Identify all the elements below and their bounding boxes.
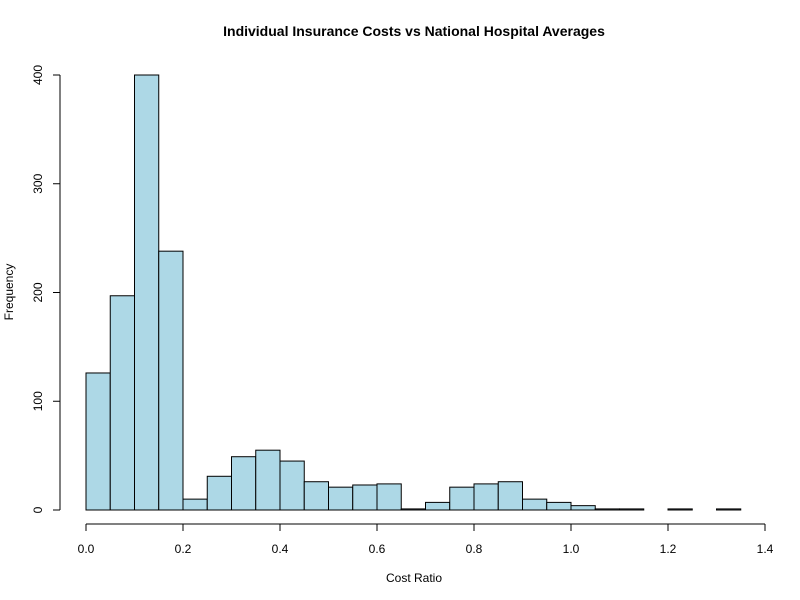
x-tick-label: 0.4 <box>272 542 289 556</box>
histogram-bar <box>255 449 281 511</box>
histogram-bar <box>449 486 475 511</box>
histogram-bar <box>425 501 451 511</box>
x-tick-label: 0.6 <box>369 542 386 556</box>
histogram-bar <box>182 498 208 511</box>
y-tick-label: 400 <box>31 65 45 85</box>
histogram-bar <box>667 508 693 511</box>
x-tick-label: 0.8 <box>466 542 483 556</box>
x-axis-label: Cost Ratio <box>386 571 442 585</box>
y-tick-label: 100 <box>31 391 45 411</box>
histogram-bar <box>619 508 645 511</box>
x-tick-label: 0.0 <box>78 542 95 556</box>
histogram-bar <box>352 484 378 511</box>
histogram-bar <box>473 483 499 511</box>
y-tick-label: 200 <box>31 282 45 302</box>
x-tick-label: 1.2 <box>660 542 677 556</box>
histogram-bar <box>716 508 742 511</box>
x-tick-label: 1.4 <box>757 542 774 556</box>
histogram-bar <box>134 74 160 511</box>
chart-title: Individual Insurance Costs vs National H… <box>223 23 605 39</box>
histogram-bar <box>594 508 620 511</box>
histogram-bar <box>231 456 257 511</box>
y-tick-label: 300 <box>31 173 45 193</box>
histogram-bar <box>158 250 184 511</box>
x-tick-label: 0.2 <box>175 542 192 556</box>
bars-group <box>85 74 742 511</box>
histogram-bar <box>400 508 426 511</box>
histogram-bar <box>522 498 548 511</box>
histogram-bar <box>109 295 135 511</box>
histogram-bar <box>85 372 111 511</box>
x-tick-label: 1.0 <box>563 542 580 556</box>
histogram-bar <box>546 501 572 511</box>
x-axis: 0.0 0.2 0.4 0.6 0.8 1.0 1.2 1.4 <box>78 523 774 556</box>
histogram-bar <box>497 481 523 511</box>
histogram-bar <box>303 481 329 511</box>
histogram-bar <box>206 475 232 511</box>
histogram-bar <box>279 460 305 511</box>
histogram-bar <box>376 483 402 511</box>
y-axis-label: Frequency <box>2 264 16 321</box>
y-tick-label: 0 <box>31 506 45 513</box>
histogram-bar <box>328 486 354 511</box>
histogram-bar <box>570 505 596 511</box>
y-axis: 0 100 200 300 400 <box>31 65 61 513</box>
